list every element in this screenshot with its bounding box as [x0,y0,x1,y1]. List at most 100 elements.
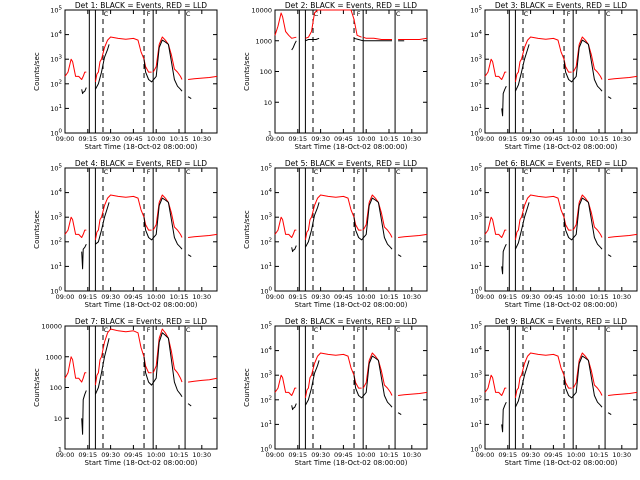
x-tick-label: 10:00 [567,451,586,459]
interval-marker-label: C [606,326,611,334]
lld-series-line [484,216,507,238]
y-axis-label: Counts/sec [33,52,41,91]
interval-marker-label: C [396,168,401,176]
lld-series-line [608,233,638,238]
events-series-line [563,197,603,250]
lld-series-line [514,352,572,398]
y-tick-label: 102 [470,79,482,88]
y-tick-label: 103 [50,55,62,64]
x-tick-label: 09:30 [311,451,330,459]
y-tick-label: 101 [260,262,272,271]
x-tick-label: 09:30 [101,135,120,143]
y-tick-label: 102 [50,79,62,88]
x-tick-label: 10:15 [170,135,189,143]
y-axis-label: Counts/sec [33,210,41,249]
x-tick-label: 09:45 [544,451,563,459]
events-series-line [501,243,507,275]
x-tick-label: 10:30 [612,293,631,301]
y-tick-label: 100 [470,287,482,296]
events-series-line [501,85,507,117]
x-tick-label: 09:30 [521,451,540,459]
x-tick-label: 09:00 [476,451,495,459]
events-series-line [607,254,612,258]
x-tick-label: 09:00 [266,451,285,459]
y-tick-label: 103 [470,371,482,380]
x-tick-label: 09:30 [101,451,120,459]
x-tick-label: 09:00 [56,293,75,301]
y-tick-label: 10 [54,415,62,423]
panel-title: Det 1: BLACK = Events, RED = LLD [75,1,207,10]
x-tick-label: 09:15 [78,451,97,459]
events-series-line [397,254,402,258]
x-tick-label: 10:00 [147,451,166,459]
x-tick-label: 09:00 [266,293,285,301]
interval-marker-label: F [147,10,151,18]
lld-series-line [188,377,218,383]
interval-marker-label: F [567,168,571,176]
y-tick-label: 105 [50,6,62,15]
x-tick-label: 09:00 [56,451,75,459]
interval-marker-label: C [104,168,109,176]
y-tick-label: 10000 [251,7,272,15]
panel-title: Det 3: BLACK = Events, RED = LLD [495,1,627,10]
interval-marker-label: C [104,10,109,18]
interval-marker-label: F [357,10,361,18]
y-tick-label: 100 [470,445,482,454]
y-tick-label: 105 [470,322,482,331]
y-axis-label: Counts/sec [243,52,251,91]
y-tick-label: 101 [470,104,482,113]
y-tick-label: 100 [260,287,272,296]
panel-title: Det 6: BLACK = Events, RED = LLD [495,159,627,168]
y-tick-label: 103 [470,213,482,222]
lld-series-line [188,233,218,238]
x-tick-label: 09:30 [311,293,330,301]
y-tick-label: 103 [260,213,272,222]
x-tick-label: 10:15 [590,293,609,301]
events-series-line [143,332,183,398]
y-tick-label: 1 [268,130,272,138]
x-tick-label: 10:30 [192,451,211,459]
y-tick-label: 103 [260,371,272,380]
lld-series-line [305,9,362,39]
x-tick-label: 10:30 [402,135,421,143]
events-series-line [397,412,402,416]
events-series-line [304,360,320,406]
x-tick-label: 09:15 [288,293,307,301]
events-series-line [514,44,530,92]
x-tick-label: 09:45 [124,135,143,143]
lld-series-line [398,233,428,238]
x-tick-label: 10:15 [590,135,609,143]
y-tick-label: 100 [50,384,62,392]
x-axis-label: Start Time (18-Oct-02 08:00:00) [295,459,408,467]
x-tick-label: 10:00 [567,293,586,301]
lld-series-line [64,58,87,80]
x-tick-label: 09:15 [498,293,517,301]
x-tick-label: 09:45 [124,451,143,459]
interval-marker-label: F [147,168,151,176]
lld-series-line [274,12,297,39]
x-axis-label: Start Time (18-Oct-02 08:00:00) [505,459,618,467]
interval-marker-label: F [357,326,361,334]
y-tick-label: 102 [470,237,482,246]
interval-marker-label: C [606,10,611,18]
plot-frame [64,325,218,450]
interval-marker-label: C [186,326,191,334]
events-series-line [187,96,192,100]
y-tick-label: 1000 [45,353,62,361]
interval-marker-label: C [186,10,191,18]
x-tick-label: 09:15 [78,293,97,301]
x-axis-label: Start Time (18-Oct-02 08:00:00) [505,301,618,309]
x-tick-label: 10:30 [612,451,631,459]
events-series-line [563,355,603,408]
lld-series-line [608,391,638,396]
events-series-line [291,40,297,51]
lld-series-line [274,216,297,238]
y-axis-label: Counts/sec [243,368,251,407]
interval-marker-label: F [567,326,571,334]
